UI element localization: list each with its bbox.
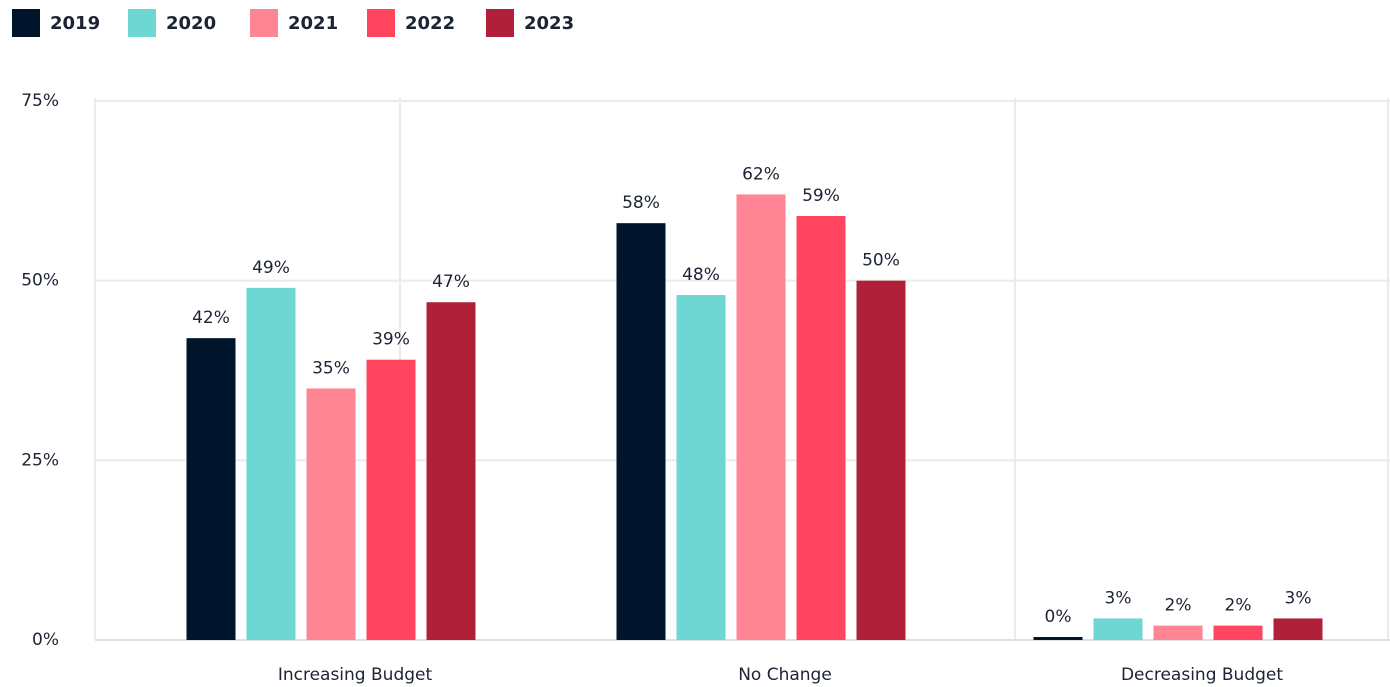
x-tick-label: Decreasing Budget <box>1121 665 1283 685</box>
bar <box>1273 618 1323 640</box>
data-label: 50% <box>862 251 900 271</box>
legend-text: 2022 <box>405 13 455 34</box>
bar <box>246 287 296 640</box>
bar <box>736 194 786 640</box>
legend-swatch <box>128 9 156 37</box>
bar <box>676 295 726 640</box>
legend-text: 2021 <box>288 13 338 34</box>
legend-text: 2020 <box>166 13 216 34</box>
bar <box>796 215 846 640</box>
data-label: 0% <box>1045 607 1072 627</box>
bar <box>426 302 476 640</box>
data-label: 59% <box>802 186 840 206</box>
y-tick-label: 25% <box>21 450 59 470</box>
legend-text: 2023 <box>524 13 574 34</box>
bar <box>1153 625 1203 640</box>
bar <box>1033 637 1083 640</box>
data-label: 47% <box>432 272 470 292</box>
bar <box>856 280 906 640</box>
bar <box>616 223 666 640</box>
y-tick-label: 50% <box>21 271 59 291</box>
legend-swatch <box>486 9 514 37</box>
legend-swatch <box>12 9 40 37</box>
bar <box>306 388 356 640</box>
data-label: 35% <box>312 358 350 378</box>
bar <box>186 338 236 640</box>
y-tick-label: 75% <box>21 91 59 111</box>
legend-swatch <box>250 9 278 37</box>
data-label: 62% <box>742 164 780 184</box>
data-label: 2% <box>1225 596 1252 616</box>
data-label: 48% <box>682 265 720 285</box>
bar <box>366 359 416 640</box>
data-label: 3% <box>1105 588 1132 608</box>
legend-swatch <box>367 9 395 37</box>
x-tick-label: Increasing Budget <box>278 665 433 685</box>
data-label: 42% <box>192 308 230 328</box>
bar <box>1213 625 1263 640</box>
data-label: 3% <box>1285 588 1312 608</box>
data-label: 39% <box>372 330 410 350</box>
data-label: 58% <box>622 193 660 213</box>
bar <box>1093 618 1143 640</box>
data-label: 2% <box>1165 596 1192 616</box>
x-tick-label: No Change <box>738 665 832 685</box>
y-tick-label: 0% <box>32 630 59 650</box>
data-label: 49% <box>252 258 290 278</box>
legend-text: 2019 <box>50 13 100 34</box>
